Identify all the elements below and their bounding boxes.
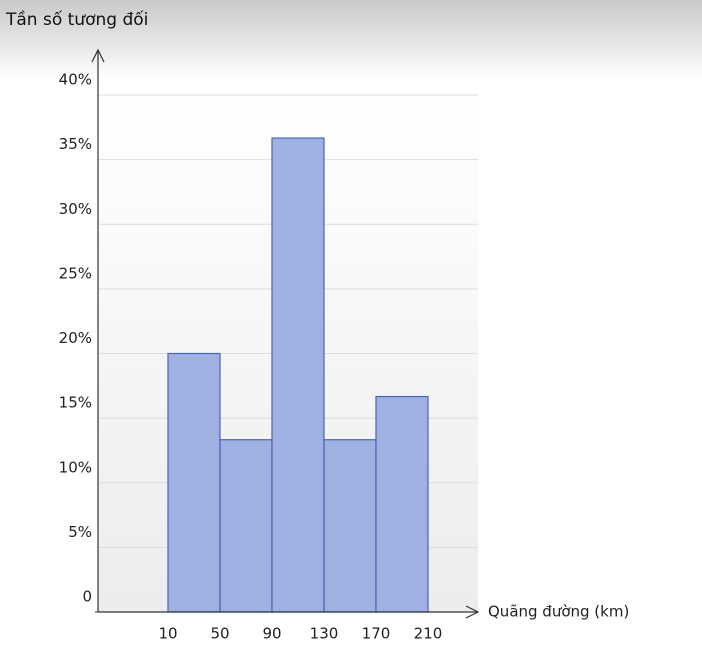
- y-tick-label: 35%: [59, 135, 92, 153]
- x-tick-label: 10: [158, 625, 177, 643]
- bar: [219, 439, 273, 613]
- header-band: [0, 0, 702, 80]
- y-tick-label: 40%: [59, 71, 92, 89]
- x-tick-label: 170: [362, 625, 391, 643]
- x-tick-label: 210: [414, 625, 443, 643]
- bars: [167, 137, 429, 613]
- bar: [167, 352, 221, 613]
- x-axis-arrow: [465, 605, 480, 619]
- y-tick-label: 5%: [68, 523, 92, 541]
- y-tick-label: 0: [82, 588, 92, 606]
- y-tick-label: 25%: [59, 264, 92, 282]
- y-axis-title: Tần số tương đối: [5, 9, 148, 30]
- x-tick-label: 50: [210, 625, 229, 643]
- bar: [271, 137, 325, 613]
- bar: [375, 395, 429, 613]
- y-tick-label: 10%: [59, 458, 92, 476]
- bar: [323, 439, 377, 613]
- y-tick-label: 20%: [59, 329, 92, 347]
- y-axis-arrow: [91, 48, 105, 63]
- x-tick-label: 130: [310, 625, 339, 643]
- x-axis-title: Quãng đường (km): [488, 603, 629, 621]
- y-tick-label: 30%: [59, 200, 92, 218]
- x-tick-label: 90: [262, 625, 281, 643]
- y-tick-label: 15%: [59, 394, 92, 412]
